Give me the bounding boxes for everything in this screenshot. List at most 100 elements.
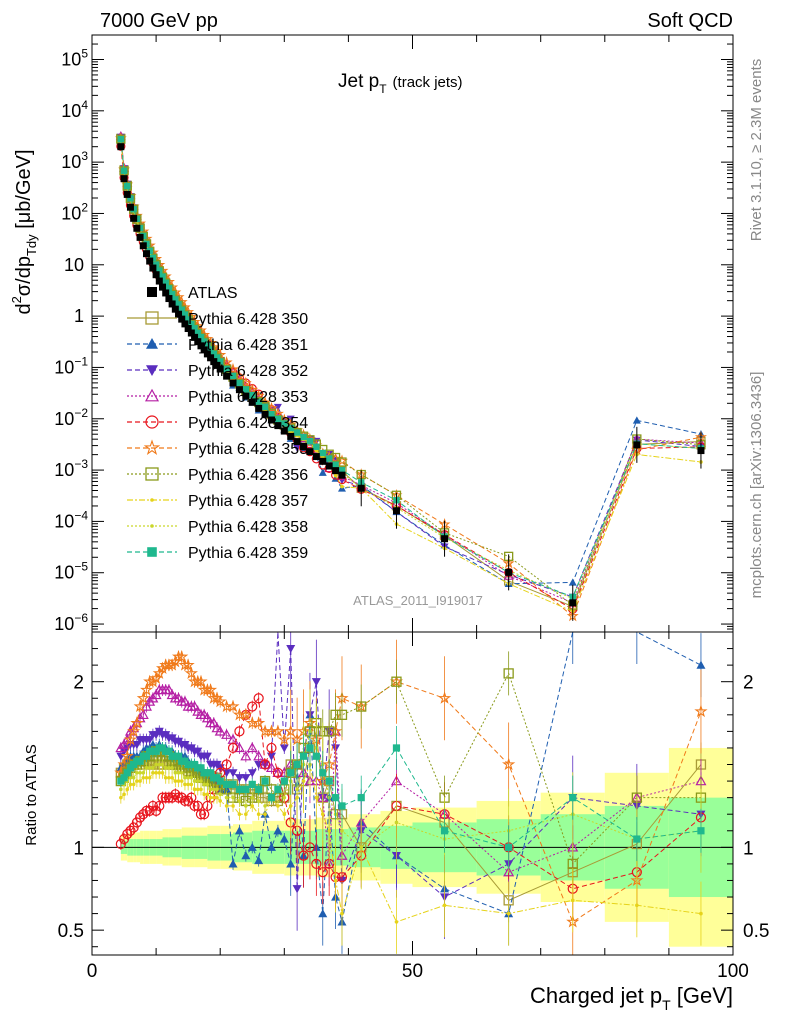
- point-ratio-8-14: [163, 766, 168, 770]
- y-tick-label-0: 105: [61, 46, 88, 69]
- point-main-9-33: [229, 372, 237, 380]
- point-ratio-3-7: [137, 709, 149, 720]
- point-ratio-8-30: [215, 787, 219, 792]
- ratio-y-tick-label-left-2: 2: [73, 673, 84, 694]
- point-ratio-8-0: [119, 787, 123, 792]
- point-main-9-38: [261, 403, 269, 410]
- point-ratio-6-51: [356, 701, 367, 712]
- data-point-27: [203, 350, 211, 358]
- point-main-1-47: [318, 468, 327, 476]
- x-tick-label-2: 100: [717, 961, 749, 982]
- marker: [145, 311, 159, 325]
- point-ratio-8-3: [128, 775, 133, 780]
- data-point-24: [194, 338, 202, 346]
- ratio-y-ticks: 0.5 0.5 1 1 2 2: [58, 648, 769, 948]
- point-ratio-9-39: [267, 794, 276, 802]
- point-ratio-8-15: [167, 766, 171, 770]
- point-main-9-19: [178, 306, 185, 314]
- point-main-9-39: [268, 410, 275, 418]
- point-ratio-8-18: [176, 770, 181, 775]
- point-ratio-7-1: [122, 792, 126, 797]
- marker: [145, 415, 159, 429]
- point-ratio-5-6: [133, 699, 147, 713]
- point-ratio-7-4: [131, 782, 136, 787]
- point-main-9-15: [165, 285, 173, 292]
- point-main-9-26: [200, 338, 208, 345]
- point-ratio-7-29: [211, 795, 216, 800]
- point-ratio-5-29: [207, 691, 221, 704]
- point-main-9-16: [168, 290, 176, 298]
- legend-label-9: Pythia 6.428 359: [188, 545, 308, 562]
- point-ratio-2-9: [145, 736, 155, 745]
- point-ratio-5-3: [123, 732, 138, 746]
- ratio-y-tick-label-right-1: 1: [743, 838, 754, 859]
- point-ratio-7-30: [215, 795, 219, 800]
- point-ratio-3-9: [144, 695, 156, 706]
- point-ratio-9-51: [357, 794, 365, 802]
- point-ratio-9-48: [325, 777, 333, 785]
- data-point-3: [126, 203, 134, 211]
- point-main-1-56: [632, 416, 641, 424]
- point-main-9-2: [124, 182, 131, 190]
- rivet-label: Rivet 3.1.10, ≥ 2.3M events: [748, 59, 765, 242]
- point-ratio-5-7: [136, 691, 150, 704]
- point-ratio-2-35: [241, 774, 251, 783]
- x-tick-label-1: 50: [402, 961, 423, 982]
- point-ratio-2-5: [132, 741, 142, 750]
- point-ratio-5-8: [139, 683, 154, 696]
- point-ratio-9-6: [136, 757, 144, 765]
- data-point-26: [200, 346, 208, 354]
- point-ratio-2-41: [279, 744, 289, 753]
- point-ratio-5-21: [181, 658, 195, 671]
- data-point-20: [181, 320, 189, 328]
- point-main-9-30: [213, 354, 221, 361]
- data-point-43: [293, 438, 301, 446]
- point-ratio-7-6: [138, 779, 142, 783]
- point-main-2-40: [273, 403, 282, 412]
- point-ratio-9-45: [306, 744, 314, 752]
- point-ratio-9-50: [338, 802, 346, 810]
- data-point-2: [123, 190, 131, 198]
- point-ratio-5-24: [191, 674, 205, 688]
- point-ratio-7-31: [218, 799, 222, 803]
- legend-label-2: Pythia 6.428 352: [188, 363, 308, 380]
- data-point-30: [213, 361, 221, 369]
- data-point-57: [697, 447, 705, 455]
- y-tick-label-10: 10−5: [54, 560, 88, 583]
- data-point-41: [280, 427, 288, 435]
- point-ratio-7-16: [170, 775, 174, 780]
- point-ratio-1-34: [234, 826, 244, 835]
- point-ratio-9-8: [142, 752, 151, 760]
- data-point-4: [130, 214, 138, 222]
- point-ratio-3-36: [246, 742, 258, 753]
- point-ratio-1-57: [696, 660, 706, 669]
- point-ratio-4-1: [118, 833, 130, 845]
- legend-item-3: Pythia 6.428 353: [127, 388, 308, 406]
- point-ratio-9-55: [569, 794, 577, 802]
- legend-label-8: Pythia 6.428 358: [188, 519, 308, 536]
- point-ratio-8-28: [208, 787, 213, 792]
- data-point-54: [505, 568, 513, 576]
- point-ratio-6-52: [391, 676, 402, 687]
- point-ratio-7-35: [244, 812, 248, 817]
- data-point-36: [248, 398, 256, 406]
- data-point-51: [357, 484, 365, 492]
- point-ratio-8-38: [263, 804, 267, 808]
- data-point-5: [133, 224, 141, 232]
- marker: [147, 547, 157, 557]
- point-ratio-4-16: [167, 792, 178, 803]
- point-ratio-4-18: [173, 792, 184, 803]
- legend-item-data: ATLAS: [147, 285, 238, 302]
- point-ratio-9-47: [319, 769, 327, 777]
- data-point-25: [197, 342, 205, 350]
- point-main-9-32: [223, 365, 230, 373]
- point-ratio-4-34: [234, 726, 245, 737]
- point-ratio-5-42: [284, 724, 298, 738]
- point-ratio-9-36: [248, 780, 256, 788]
- data-point-7: [139, 242, 147, 250]
- legend-label-3: Pythia 6.428 353: [188, 389, 308, 406]
- point-ratio-8-10: [151, 766, 155, 770]
- point-ratio-5-19: [175, 650, 189, 663]
- point-ratio-1-47: [318, 909, 328, 918]
- point-ratio-8-9: [147, 766, 152, 770]
